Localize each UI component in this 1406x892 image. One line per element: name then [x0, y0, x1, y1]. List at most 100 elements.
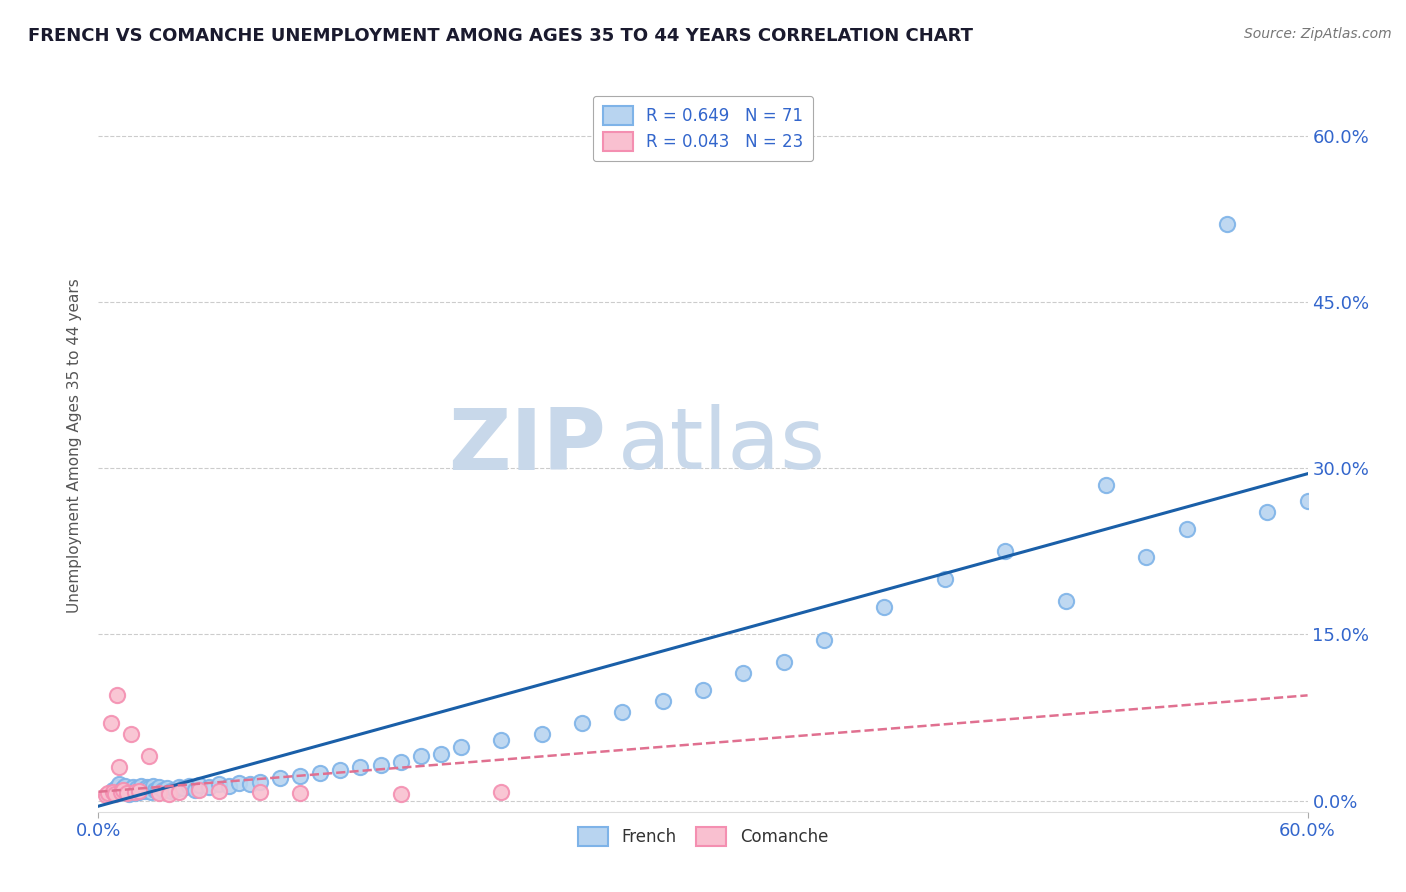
Point — [103, 785, 125, 799]
Point — [288, 786, 311, 800]
Point — [389, 787, 412, 801]
Point — [105, 780, 128, 795]
Point — [120, 727, 142, 741]
Point — [97, 788, 120, 802]
Point — [198, 780, 221, 795]
Point — [152, 782, 174, 797]
Point — [146, 783, 169, 797]
Point — [409, 749, 432, 764]
Point — [188, 782, 211, 797]
Point — [107, 786, 129, 800]
Point — [772, 655, 794, 669]
Point — [121, 780, 143, 795]
Point — [125, 781, 148, 796]
Point — [118, 787, 141, 801]
Point — [107, 777, 129, 791]
Point — [163, 782, 186, 797]
Point — [249, 774, 271, 789]
Point — [132, 782, 155, 797]
Point — [138, 749, 160, 764]
Legend: French, Comanche: French, Comanche — [569, 819, 837, 855]
Point — [138, 781, 160, 796]
Point — [124, 785, 146, 799]
Point — [97, 786, 120, 800]
Point — [994, 544, 1017, 558]
Point — [114, 779, 136, 793]
Point — [110, 785, 132, 799]
Point — [349, 760, 371, 774]
Point — [148, 786, 170, 800]
Point — [156, 781, 179, 796]
Point — [370, 758, 392, 772]
Point — [111, 782, 134, 797]
Point — [184, 782, 207, 797]
Point — [1135, 549, 1157, 564]
Point — [269, 772, 291, 786]
Point — [1256, 506, 1278, 520]
Text: FRENCH VS COMANCHE UNEMPLOYMENT AMONG AGES 35 TO 44 YEARS CORRELATION CHART: FRENCH VS COMANCHE UNEMPLOYMENT AMONG AG… — [28, 27, 973, 45]
Point — [101, 785, 124, 799]
Point — [813, 632, 835, 647]
Point — [148, 780, 170, 795]
Point — [118, 782, 141, 797]
Point — [103, 787, 125, 801]
Point — [129, 779, 152, 793]
Point — [167, 780, 190, 795]
Point — [208, 783, 231, 797]
Text: Source: ZipAtlas.com: Source: ZipAtlas.com — [1244, 27, 1392, 41]
Y-axis label: Unemployment Among Ages 35 to 44 years: Unemployment Among Ages 35 to 44 years — [67, 278, 83, 614]
Point — [115, 786, 138, 800]
Point — [157, 787, 180, 801]
Point — [309, 766, 332, 780]
Point — [160, 783, 183, 797]
Point — [107, 760, 129, 774]
Point — [430, 747, 453, 761]
Point — [450, 740, 472, 755]
Point — [1216, 218, 1239, 232]
Point — [105, 689, 128, 703]
Point — [172, 781, 194, 796]
Point — [128, 783, 150, 797]
Point — [491, 732, 513, 747]
Point — [101, 782, 124, 797]
Point — [128, 785, 150, 799]
Point — [1175, 522, 1198, 536]
Point — [228, 776, 250, 790]
Point — [218, 779, 240, 793]
Point — [692, 682, 714, 697]
Text: ZIP: ZIP — [449, 404, 606, 488]
Text: atlas: atlas — [619, 404, 827, 488]
Point — [167, 785, 190, 799]
Point — [733, 666, 755, 681]
Point — [651, 694, 673, 708]
Point — [612, 705, 634, 719]
Point — [491, 785, 513, 799]
Point — [124, 786, 146, 800]
Point — [1296, 494, 1319, 508]
Point — [239, 777, 262, 791]
Point — [188, 778, 211, 792]
Point — [249, 785, 271, 799]
Point — [142, 779, 165, 793]
Point — [934, 572, 956, 586]
Point — [571, 716, 593, 731]
Point — [530, 727, 553, 741]
Point — [111, 781, 134, 796]
Point — [329, 763, 352, 777]
Point — [134, 783, 156, 797]
Point — [110, 783, 132, 797]
Point — [135, 780, 157, 795]
Point — [1054, 594, 1077, 608]
Point — [389, 755, 412, 769]
Point — [115, 785, 138, 799]
Point — [288, 769, 311, 783]
Point — [208, 777, 231, 791]
Point — [96, 788, 118, 802]
Point — [873, 599, 896, 614]
Point — [179, 779, 201, 793]
Point — [1095, 477, 1118, 491]
Point — [143, 782, 166, 797]
Point — [139, 785, 162, 799]
Point — [100, 716, 122, 731]
Point — [120, 783, 142, 797]
